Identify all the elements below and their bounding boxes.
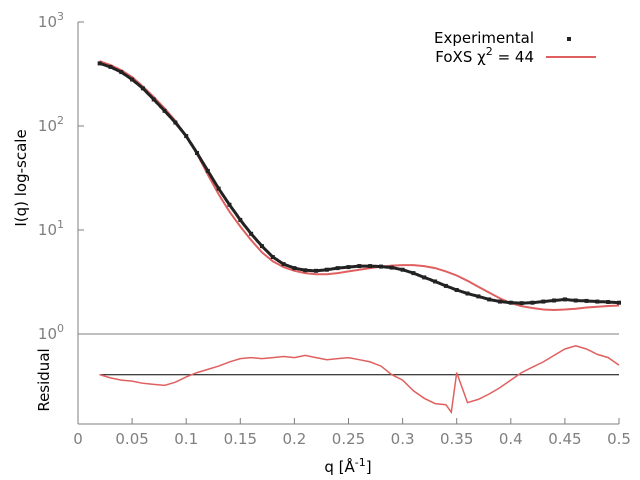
experimental-point bbox=[508, 300, 513, 305]
y-axis-label: I(q) log-scale bbox=[12, 129, 30, 226]
legend-marker-experimental bbox=[567, 37, 571, 41]
y-tick-label: 101 bbox=[38, 218, 64, 239]
experimental-point bbox=[422, 275, 427, 280]
y-tick-label: 100 bbox=[38, 322, 64, 343]
x-tick-label: 0.25 bbox=[332, 430, 365, 448]
experimental-point bbox=[184, 134, 189, 139]
experimental-point bbox=[378, 264, 383, 269]
experimental-point bbox=[130, 77, 135, 82]
y-tick-labels: 100 101 102 103 bbox=[38, 10, 64, 343]
residual-series bbox=[99, 345, 620, 415]
experimental-point bbox=[433, 279, 438, 284]
experimental-point bbox=[238, 217, 243, 222]
experimental-point bbox=[227, 202, 232, 207]
experimental-point bbox=[335, 266, 340, 271]
experimental-point bbox=[108, 64, 113, 69]
x-tick-label: 0.4 bbox=[499, 430, 523, 448]
experimental-point bbox=[195, 151, 200, 156]
x-tick-label: 0.05 bbox=[115, 430, 148, 448]
experimental-point bbox=[552, 298, 557, 303]
experimental-point bbox=[119, 70, 124, 75]
experimental-point bbox=[389, 265, 394, 270]
experimental-point bbox=[270, 255, 275, 260]
experimental-point bbox=[606, 300, 611, 305]
experimental-point bbox=[617, 300, 621, 305]
experimental-point bbox=[595, 299, 600, 304]
experimental-point bbox=[400, 267, 405, 272]
experimental-point bbox=[249, 231, 254, 236]
experimental-point bbox=[173, 120, 178, 125]
experimental-point bbox=[324, 267, 329, 272]
experimental-point bbox=[443, 283, 448, 288]
residual-line bbox=[99, 345, 620, 415]
experimental-point bbox=[454, 287, 459, 292]
experimental-point bbox=[151, 97, 156, 102]
x-tick-label: 0.3 bbox=[391, 430, 415, 448]
experimental-point bbox=[497, 299, 502, 304]
legend-label-experimental: Experimental bbox=[434, 29, 534, 47]
x-tick-labels: 0 0.05 0.1 0.15 0.2 0.25 0.3 0.35 0.4 0.45 0.5 bbox=[73, 430, 631, 448]
foxs-fit-line bbox=[99, 60, 620, 312]
y-tick-label: 102 bbox=[38, 114, 64, 135]
experimental-point bbox=[303, 268, 308, 273]
x-tick-label: 0.15 bbox=[224, 430, 257, 448]
experimental-point bbox=[476, 294, 481, 299]
experimental-series bbox=[97, 61, 621, 306]
experimental-point bbox=[205, 168, 210, 173]
experimental-point bbox=[411, 271, 416, 276]
experimental-point bbox=[368, 264, 373, 269]
experimental-point bbox=[346, 265, 351, 270]
experimental-point bbox=[573, 298, 578, 303]
experimental-point bbox=[519, 301, 524, 306]
experimental-point bbox=[541, 299, 546, 304]
foxs-fit-series bbox=[99, 60, 620, 312]
y-tick-label: 103 bbox=[38, 10, 64, 31]
x-tick-label: 0.35 bbox=[440, 430, 473, 448]
x-tick-label: 0.5 bbox=[607, 430, 631, 448]
experimental-point bbox=[357, 264, 362, 269]
experimental-point bbox=[259, 244, 264, 249]
experimental-point bbox=[281, 262, 286, 267]
axes bbox=[77, 21, 620, 425]
experimental-point bbox=[487, 297, 492, 302]
experimental-point bbox=[162, 108, 167, 113]
residual-axis-label: Residual bbox=[35, 348, 53, 411]
x-tick-label: 0 bbox=[73, 430, 83, 448]
x-tick-label: 0.2 bbox=[282, 430, 306, 448]
experimental-point bbox=[140, 86, 145, 91]
legend: Experimental FoXS χ2 = 44 bbox=[434, 29, 596, 66]
experimental-point bbox=[465, 291, 470, 296]
experimental-point bbox=[97, 61, 102, 66]
experimental-point bbox=[584, 298, 589, 303]
experimental-point bbox=[314, 268, 319, 273]
experimental-point bbox=[562, 297, 567, 302]
legend-label-foxs: FoXS χ2 = 44 bbox=[435, 45, 534, 66]
experimental-point bbox=[216, 186, 221, 191]
x-tick-label: 0.45 bbox=[548, 430, 581, 448]
experimental-point bbox=[292, 266, 297, 271]
x-axis-label: q [Å-1] bbox=[324, 456, 371, 476]
experimental-point bbox=[530, 300, 535, 305]
x-tick-label: 0.1 bbox=[174, 430, 198, 448]
